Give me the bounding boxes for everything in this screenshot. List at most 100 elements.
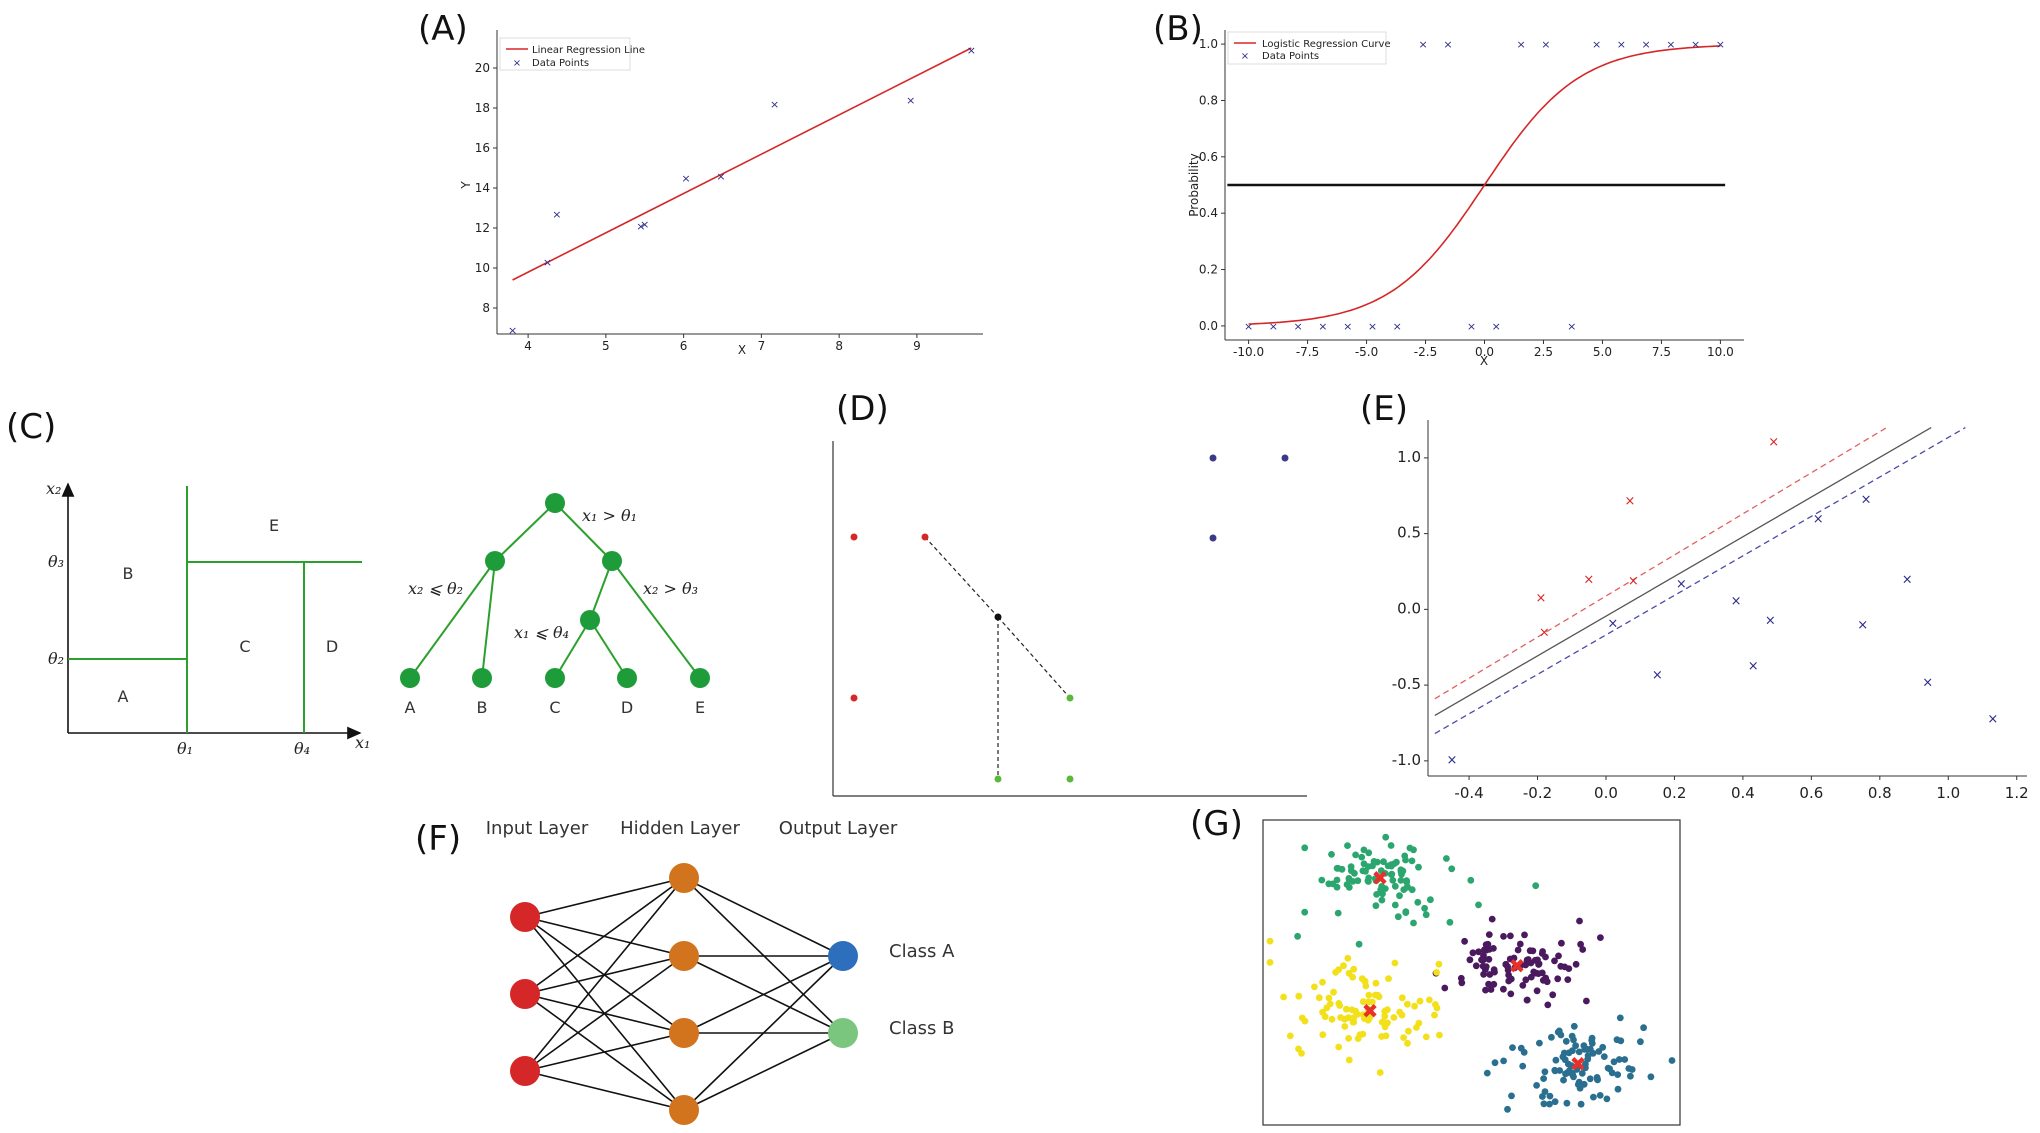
tree-leaf-label: A [405, 698, 416, 717]
cluster-green-point [1294, 932, 1301, 940]
cluster-green-point [1446, 918, 1454, 926]
cluster-purple-point [1466, 956, 1474, 964]
cluster-yellow-point [1345, 1014, 1352, 1022]
cluster-teal-point [1577, 1100, 1585, 1108]
cluster-teal-point [1491, 1059, 1499, 1067]
centroid-marker: ✖ [1509, 954, 1526, 978]
regression-line [512, 47, 972, 281]
y-axis-label: Probability [1187, 153, 1201, 216]
cluster-green-point [1378, 883, 1386, 890]
cluster-purple-point [1515, 962, 1523, 970]
cluster-purple-point [1485, 955, 1493, 963]
cluster-purple-point [1480, 952, 1487, 959]
cluster-yellow-point [1359, 998, 1367, 1006]
network-edge [524, 1032, 685, 1072]
cluster-teal-point [1621, 1056, 1629, 1063]
cluster-green-point [1301, 908, 1309, 916]
cluster-yellow-point [1359, 1011, 1367, 1018]
cluster-teal-point [1614, 1085, 1622, 1093]
legend-entry-points: Data Points [532, 58, 589, 69]
region-a: A [118, 687, 129, 706]
y-tick-label: -0.5 [1392, 675, 1421, 693]
distance-line [924, 536, 999, 618]
x-axis-label: X [1480, 354, 1488, 368]
cluster-purple-point [1555, 952, 1562, 960]
cluster-teal-point [1509, 1044, 1516, 1051]
cluster-yellow-point [1391, 959, 1399, 967]
cluster-yellow-point [1404, 1000, 1411, 1008]
x-tick-label: 0.6 [1799, 784, 1823, 802]
blue-point: × [1731, 594, 1742, 609]
cluster-green-point [1381, 870, 1389, 877]
input-node [510, 902, 540, 932]
tree-condition-root: x₁ > θ₁ [582, 506, 637, 525]
x-tick-label: -0.4 [1454, 784, 1483, 802]
network-edge [683, 955, 844, 1111]
tree-leaf-label: B [477, 698, 488, 717]
red-point: × [1583, 573, 1594, 588]
cluster-teal-point [1568, 1032, 1576, 1040]
centroid-marker: ✖ [1362, 999, 1379, 1023]
y-axis-label: Y [459, 181, 473, 190]
tree-edge [611, 560, 701, 679]
cluster-purple-point [1490, 945, 1497, 952]
cluster-purple-point [1539, 976, 1547, 984]
y-tick-label: -1.0 [1392, 751, 1421, 769]
cluster-green-point [1414, 898, 1422, 906]
panel-label-e: (E) [1360, 389, 1408, 429]
blue-point: × [1447, 753, 1458, 768]
cluster-purple-point [1576, 917, 1583, 925]
cluster-yellow-point [1400, 1034, 1407, 1041]
centroid-marker: ✖ [1570, 1052, 1587, 1076]
decision-tree-diagram: x₁ x₂ θ₃ θ₂ θ₁ θ₄ A B C D E [46, 479, 710, 758]
data-point: × [636, 220, 645, 233]
cluster-teal-point [1546, 1100, 1553, 1108]
cluster-teal-point [1540, 1075, 1547, 1082]
cluster-teal-point [1557, 1031, 1565, 1039]
hidden-node [669, 1018, 699, 1048]
cluster-green-point [1391, 901, 1399, 909]
output-node-class-a [828, 941, 858, 971]
cluster-green-point [1402, 856, 1409, 864]
network-edge [524, 877, 685, 918]
cluster-purple-point [1490, 966, 1498, 974]
blue-point: × [1857, 618, 1868, 633]
blue-point: × [1676, 577, 1687, 592]
blue-point [1209, 534, 1217, 542]
cluster-green-point [1347, 867, 1355, 875]
data-point: × [770, 98, 779, 111]
cluster-yellow-point [1325, 994, 1333, 1002]
cluster-teal-point [1606, 1065, 1613, 1073]
cluster-yellow-point [1311, 983, 1318, 991]
cluster-purple-point [1488, 915, 1496, 923]
cluster-yellow-point [1374, 991, 1382, 999]
cluster-purple-point [1458, 979, 1466, 987]
tree-node [485, 551, 505, 571]
x-tick-label: 5.0 [1593, 345, 1612, 359]
hidden-node [669, 941, 699, 971]
cluster-teal-point [1572, 1042, 1579, 1050]
x-tick-label: 7.5 [1652, 345, 1671, 359]
cluster-yellow-point [1286, 1032, 1294, 1040]
cluster-teal-point [1519, 1062, 1527, 1070]
cluster-purple-point [1486, 971, 1494, 978]
cluster-teal-point [1613, 1036, 1621, 1044]
margin-line-lower [1434, 427, 1966, 735]
blue-point [1281, 454, 1289, 462]
tree-leaf-node [400, 668, 420, 688]
cluster-teal-point [1533, 1082, 1540, 1089]
panel-label-b: (B) [1153, 9, 1203, 49]
tree-edge [589, 560, 613, 621]
tree-root-node [545, 493, 565, 513]
data-point: × [1492, 320, 1501, 333]
x-tick-label: 10.0 [1707, 345, 1734, 359]
cluster-yellow-point [1398, 994, 1406, 1002]
cluster-yellow-point [1280, 993, 1287, 1001]
cluster-purple-point [1507, 990, 1515, 998]
cluster-purple-point [1502, 960, 1510, 968]
cluster-purple-point [1441, 984, 1449, 992]
cluster-purple-point [1480, 970, 1487, 978]
data-point: × [508, 324, 517, 337]
network-edge [683, 955, 844, 1034]
data-point: × [967, 44, 976, 57]
